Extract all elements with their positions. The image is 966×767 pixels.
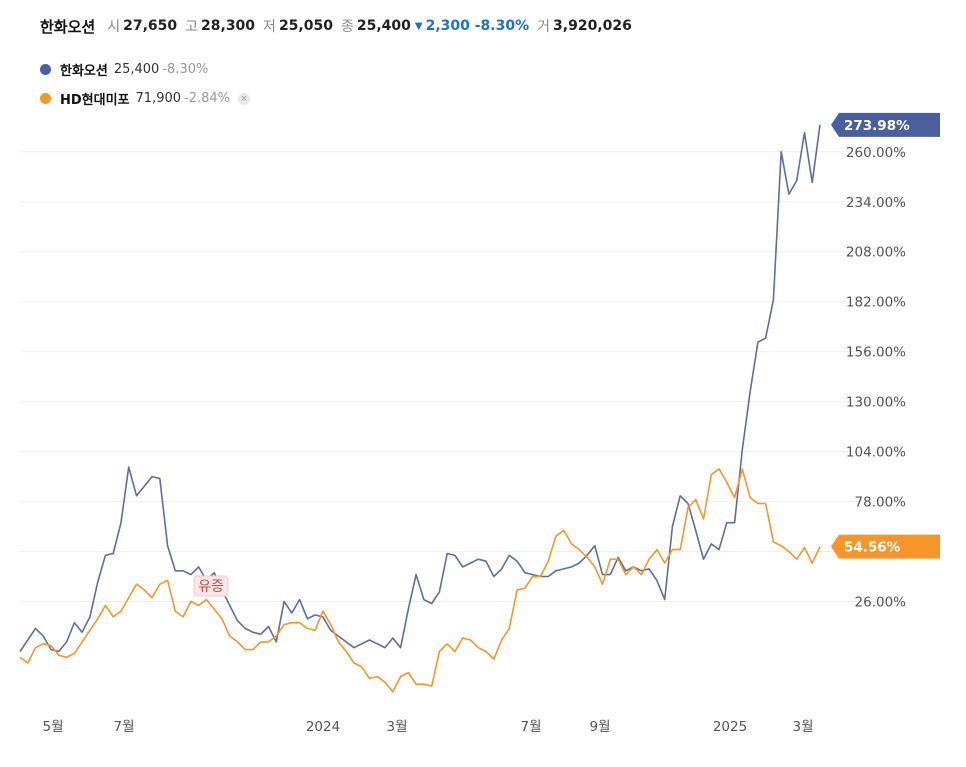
volume-label: 거 (537, 19, 551, 35)
svg-text:54.56%: 54.56% (844, 540, 901, 556)
series-dot-icon (40, 93, 51, 104)
last-value-tag: 273.98% (831, 112, 940, 137)
series-dot-icon (40, 64, 51, 75)
close-label: 종 (340, 19, 354, 35)
legend-value: 71,900 (135, 91, 182, 106)
price-change: 2,300 -8.30% (425, 18, 530, 34)
event-badge (193, 575, 229, 597)
y-tick-label: 260.00% (846, 145, 906, 161)
volume: 3,920,026 (553, 18, 632, 34)
stock-name: 한화오션 (40, 17, 96, 36)
close-price: 25,400 (356, 18, 411, 34)
low-price: 25,050 (278, 18, 333, 34)
last-value-tag: 54.56% (831, 534, 940, 559)
y-tick-label: 130.00% (846, 395, 906, 411)
x-tick-label: 2025 (713, 719, 747, 735)
x-tick-label: 3월 (386, 719, 407, 735)
legend-name: HD현대미포 (60, 93, 130, 108)
event-label: 유증 (198, 579, 224, 595)
y-tick-label: 104.00% (846, 445, 906, 461)
open-label: 시 (107, 19, 121, 35)
legend-name: 한화오션 (60, 64, 108, 79)
legend-pct: -2.84% (184, 91, 231, 106)
legend-pct: -8.30% (162, 62, 209, 77)
x-tick-label: 3월 (792, 719, 813, 735)
x-tick-label: 5월 (42, 719, 63, 735)
legend-value: 25,400 (113, 62, 160, 77)
y-tick-label: 78.00% (855, 495, 907, 511)
legend-item-hdmipo[interactable]: HD현대미포 71,900 -2.84% × (40, 89, 251, 108)
high-label: 고 (185, 19, 199, 35)
price-summary: 한화오션 시 27,650 고 28,300 저 25,050 종 25,400… (40, 14, 640, 38)
svg-text:273.98%: 273.98% (844, 118, 910, 134)
y-tick-label: 156.00% (846, 345, 906, 361)
remove-series-icon[interactable]: × (238, 92, 251, 105)
x-tick-label: 7월 (520, 719, 541, 735)
x-tick-label: 7월 (113, 719, 134, 735)
x-tick-label: 9월 (589, 719, 610, 735)
x-tick-label: 2024 (306, 719, 340, 735)
legend-item-hanwha[interactable]: 한화오션 25,400 -8.30% (40, 60, 208, 79)
y-tick-label: 26.00% (855, 595, 907, 611)
open-price: 27,650 (123, 18, 178, 34)
down-arrow-icon: ▼ (414, 20, 423, 32)
low-label: 저 (263, 19, 276, 35)
y-tick-label: 208.00% (846, 245, 906, 261)
y-tick-label: 234.00% (846, 195, 906, 211)
series-line-hdmipo (19, 468, 821, 693)
y-tick-label: 182.00% (846, 295, 906, 311)
series-line-hanwha (19, 124, 821, 653)
high-price: 28,300 (201, 18, 256, 34)
event-marker[interactable]: 유증 (193, 575, 229, 597)
